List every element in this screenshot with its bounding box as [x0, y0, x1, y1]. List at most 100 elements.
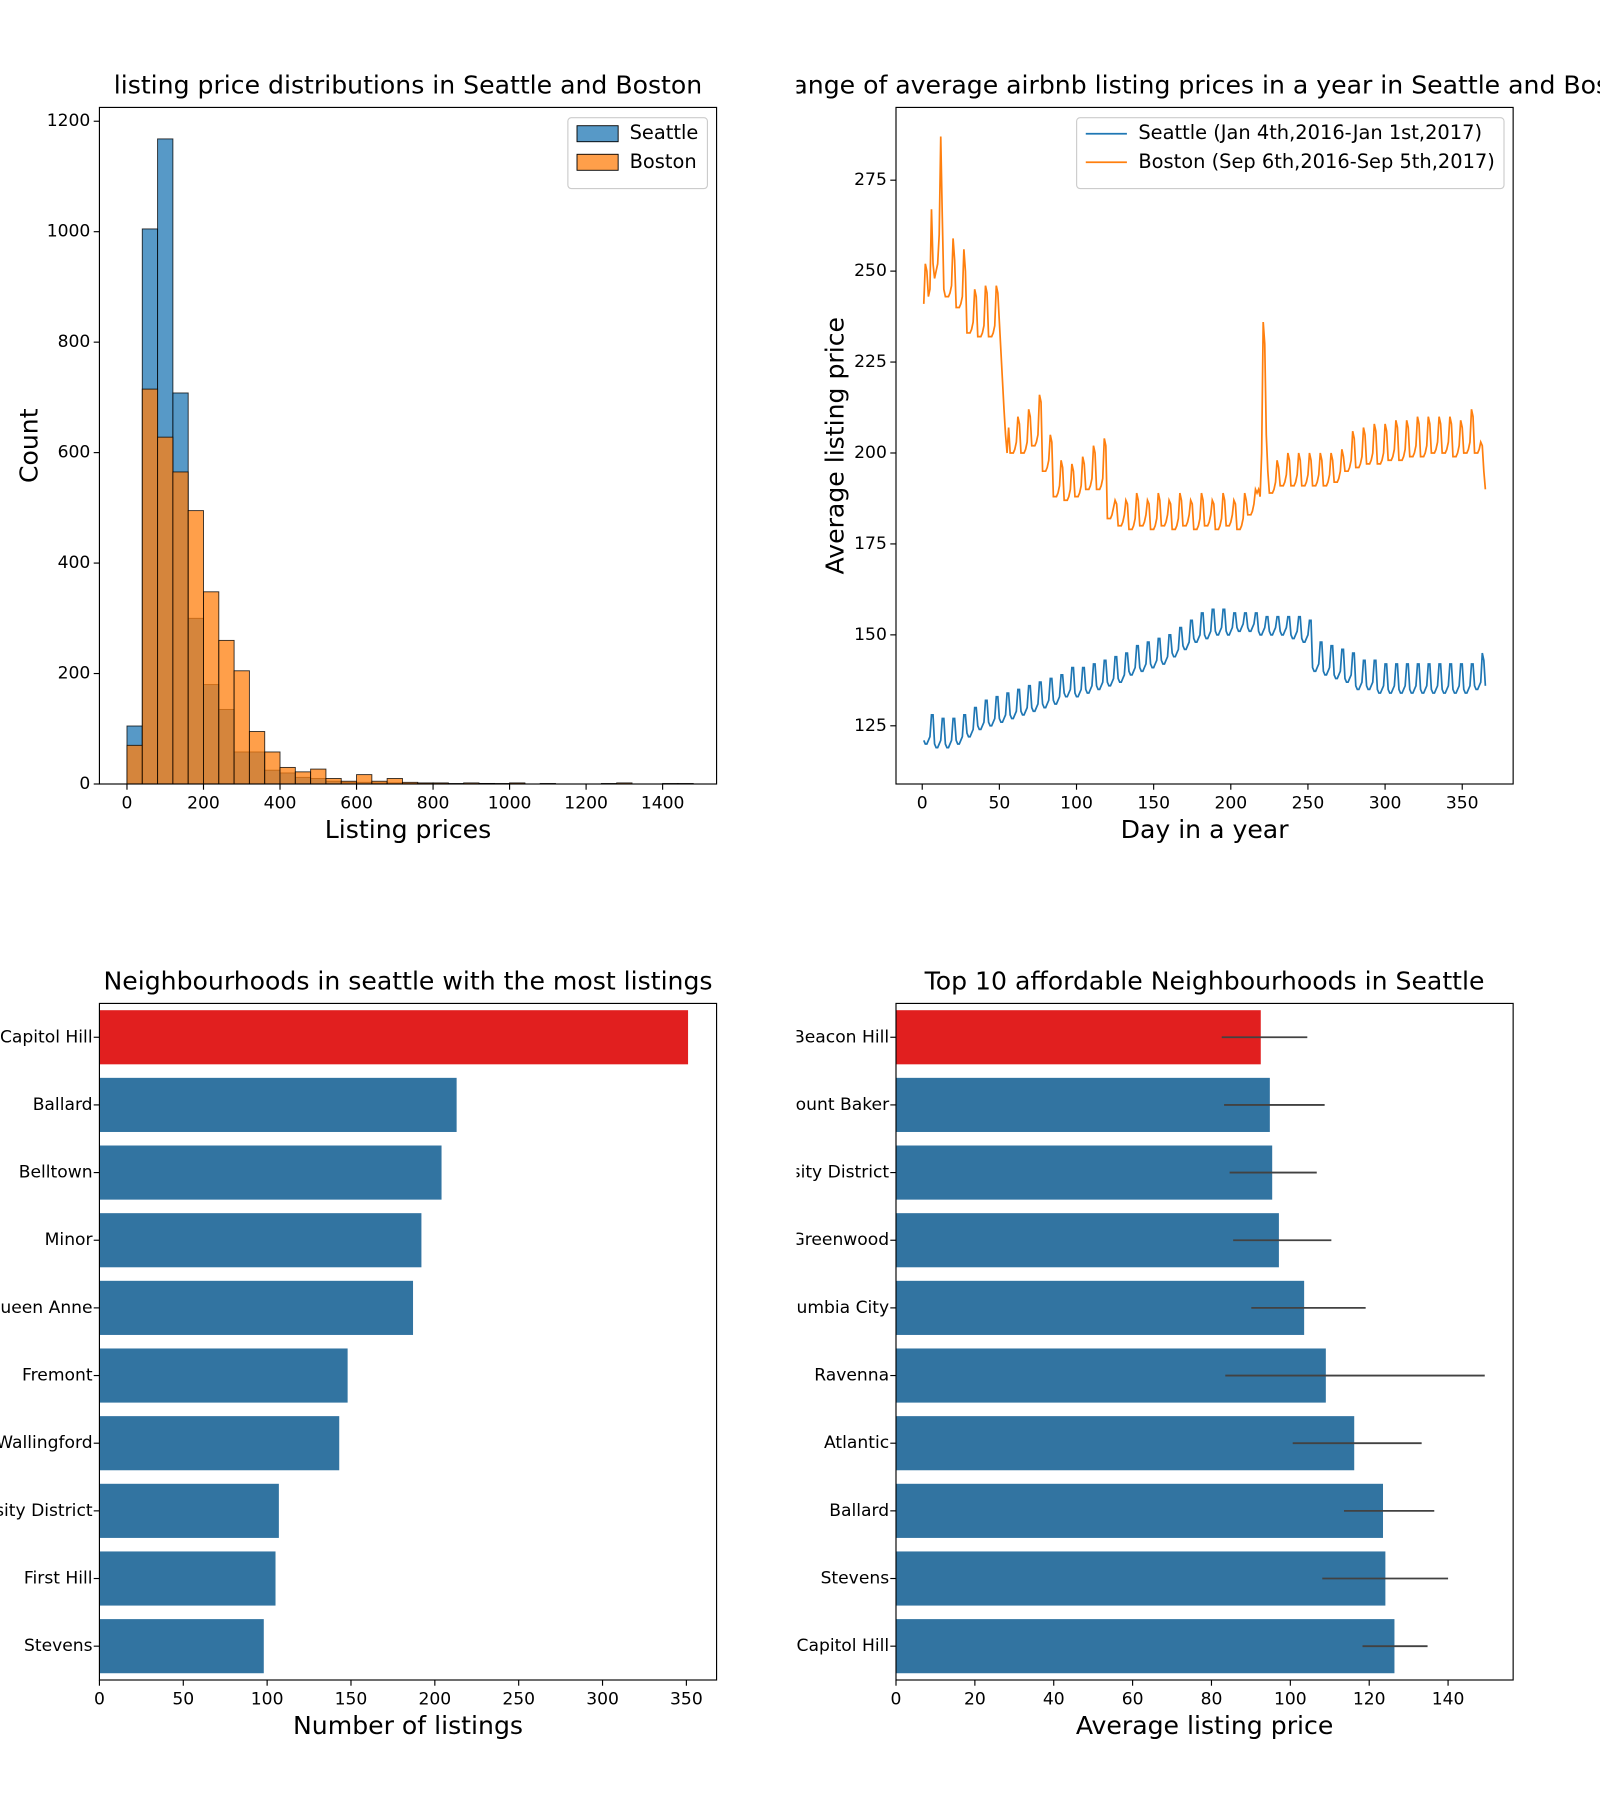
- legend-label: Boston: [630, 150, 697, 173]
- x-axis-label: Average listing price: [1076, 1711, 1333, 1740]
- x-tick-label: 200: [418, 1690, 451, 1710]
- histogram-bar: [386, 778, 403, 785]
- histogram-bar: [294, 771, 312, 785]
- x-tick-label: 140: [1432, 1690, 1465, 1710]
- bar: [896, 1010, 1261, 1065]
- x-tick-label: 80: [1201, 1690, 1223, 1710]
- x-tick-label: 100: [251, 1690, 284, 1710]
- line-series: [922, 136, 1487, 531]
- y-tick-label: Greenwood: [791, 1230, 889, 1250]
- x-tick-label: 400: [264, 794, 297, 814]
- bar: [99, 1010, 689, 1065]
- x-tick-label: 20: [964, 1690, 986, 1710]
- y-tick-label: 275: [854, 170, 887, 190]
- histogram-bar: [141, 388, 159, 785]
- y-axis-label: Average listing price: [820, 317, 849, 574]
- subplot: 0 50 100 150 200 250 300 350 125 150 175 200 225 250 2…: [797, 71, 1600, 844]
- bar: [896, 1145, 1273, 1200]
- y-tick-label: Beacon Hill: [793, 1027, 889, 1047]
- x-tick-label: 250: [1292, 794, 1325, 814]
- x-tick-label: 350: [670, 1690, 703, 1710]
- x-tick-label: 1200: [564, 794, 608, 814]
- x-tick-label: 50: [172, 1690, 194, 1710]
- y-tick-label: Wallingford: [0, 1433, 93, 1453]
- bar: [99, 1077, 457, 1132]
- y-tick-label: Capitol Hill: [797, 1636, 890, 1656]
- y-tick-label: 800: [58, 332, 91, 352]
- x-tick-label: 100: [1274, 1690, 1307, 1710]
- histogram-bar: [203, 591, 220, 785]
- x-axis-label: Listing prices: [325, 815, 491, 844]
- y-tick-label: 400: [58, 553, 91, 573]
- x-axis-label: Day in a year: [1121, 815, 1290, 844]
- x-tick-label: 250: [502, 1690, 535, 1710]
- y-axis-label: Count: [15, 408, 44, 483]
- x-tick-label: 200: [187, 794, 220, 814]
- y-tick-label: 225: [854, 352, 887, 372]
- bar: [99, 1619, 264, 1674]
- y-tick-label: Minor: [45, 1230, 94, 1250]
- x-tick-label: 200: [1214, 794, 1247, 814]
- histogram-bar: [248, 731, 266, 785]
- bar: [99, 1145, 442, 1200]
- legend-label: Boston (Sep 6th,2016-Sep 5th,2017): [1138, 150, 1495, 173]
- legend-box: [1076, 117, 1505, 190]
- histogram-bar: [264, 751, 281, 785]
- subplot: Capitol Hill Ballard Belltown Minor Queen An…: [0, 967, 718, 1740]
- y-tick-label: 1000: [47, 222, 91, 242]
- y-tick-label: 1200: [47, 111, 91, 131]
- line-series: [922, 608, 1487, 749]
- y-tick-label: Stevens: [821, 1569, 890, 1589]
- chart-title: listing price distributions in Seattle a…: [114, 71, 702, 100]
- bar: [896, 1213, 1279, 1268]
- histogram-bar: [233, 670, 250, 785]
- x-tick-label: 100: [1060, 794, 1093, 814]
- bar: [99, 1416, 340, 1471]
- axes-frame: [98, 106, 718, 785]
- chart-title: Neighbourhoods in seattle with the most …: [103, 967, 712, 996]
- histogram-bar: [172, 471, 189, 785]
- axes-frame: [895, 1002, 1514, 1681]
- bar: [99, 1551, 276, 1606]
- bar: [896, 1619, 1395, 1674]
- x-tick-label: 40: [1043, 1690, 1065, 1710]
- legend-swatch: [576, 153, 619, 171]
- legend: Seattle Boston: [567, 117, 708, 190]
- y-tick-label: 200: [58, 664, 91, 684]
- bar: [896, 1280, 1305, 1335]
- y-tick-label: Atlantic: [824, 1433, 889, 1453]
- histogram-bar: [356, 774, 373, 785]
- y-tick-label: Capitol Hill: [0, 1027, 93, 1047]
- y-tick-label: Ballard: [829, 1501, 889, 1521]
- axes-frame: [895, 106, 1514, 785]
- x-tick-label: 150: [1137, 794, 1170, 814]
- y-tick-label: 200: [854, 443, 887, 463]
- y-tick-label: Belltown: [19, 1163, 93, 1183]
- x-tick-label: 300: [586, 1690, 619, 1710]
- axes-frame: [98, 1002, 718, 1681]
- x-tick-label: 50: [988, 794, 1010, 814]
- y-tick-label: 175: [854, 534, 887, 554]
- histogram-bar: [279, 766, 296, 785]
- bar: [99, 1280, 414, 1335]
- x-tick-label: 600: [340, 794, 373, 814]
- legend-label: Seattle (Jan 4th,2016-Jan 1st,2017): [1138, 121, 1482, 144]
- y-tick-label: Stevens: [24, 1636, 93, 1656]
- x-tick-label: 300: [1369, 794, 1402, 814]
- x-tick-label: 1000: [488, 794, 532, 814]
- x-axis-label: Number of listings: [293, 1711, 523, 1740]
- x-tick-label: 1400: [641, 794, 685, 814]
- bar: [896, 1077, 1270, 1132]
- x-tick-label: 800: [417, 794, 450, 814]
- x-tick-label: 0: [94, 1690, 105, 1710]
- y-tick-label: University District: [736, 1163, 890, 1183]
- chart-title: Top 10 affordable Neighbourhoods in Seat…: [924, 967, 1485, 996]
- bar: [896, 1551, 1386, 1606]
- x-tick-label: 0: [891, 1690, 902, 1710]
- bar: [99, 1483, 279, 1538]
- y-tick-label: 125: [854, 716, 887, 736]
- histogram-bar: [157, 436, 174, 785]
- x-tick-label: 350: [1446, 794, 1479, 814]
